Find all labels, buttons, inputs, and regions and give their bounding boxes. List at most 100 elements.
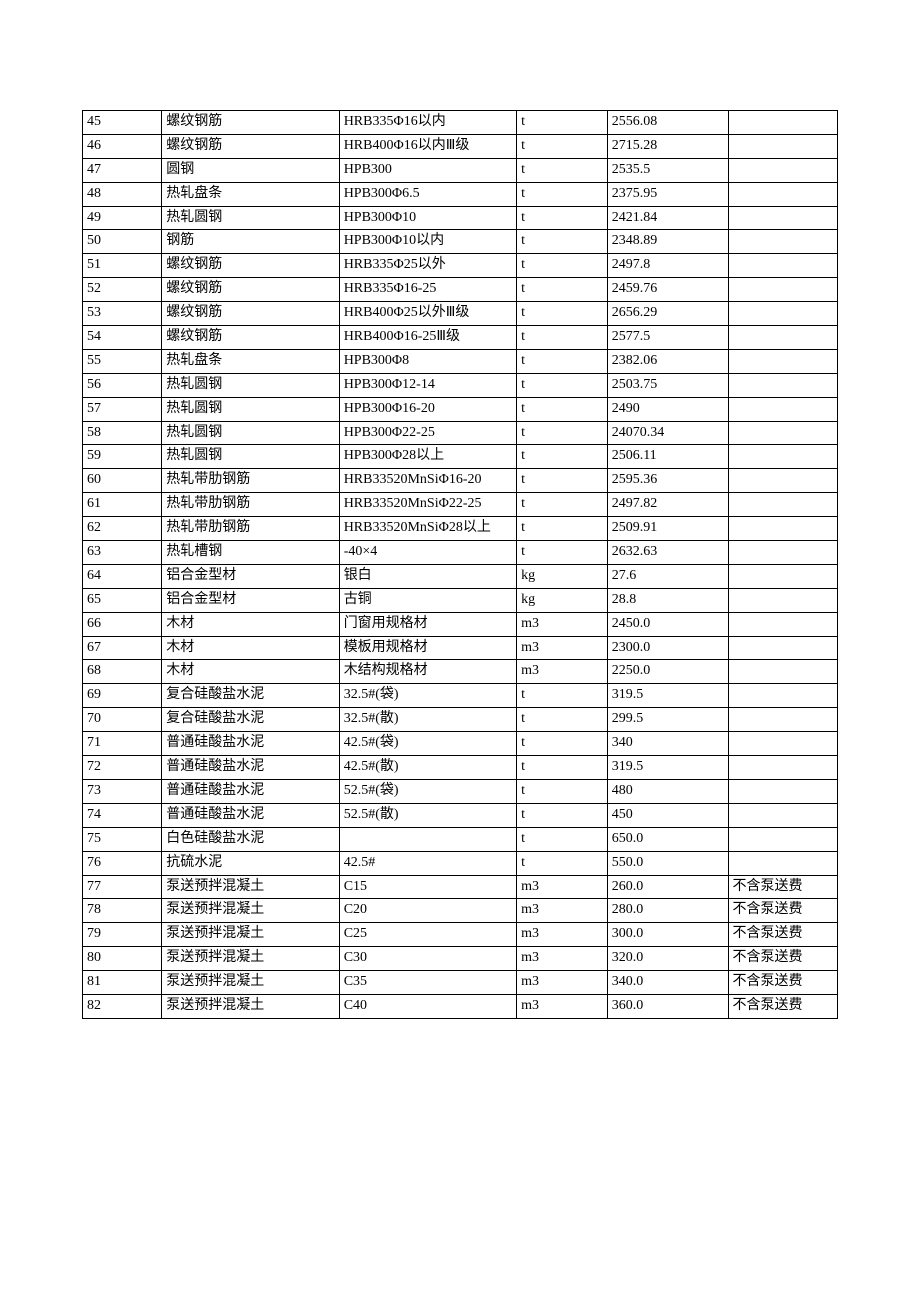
cell-unit: t bbox=[517, 111, 608, 135]
cell-idx: 80 bbox=[83, 947, 162, 971]
cell-price: 2375.95 bbox=[607, 182, 728, 206]
table-row: 74普通硅酸盐水泥52.5#(散)t450 bbox=[83, 803, 838, 827]
cell-unit: t bbox=[517, 254, 608, 278]
cell-name: 螺纹钢筋 bbox=[162, 302, 339, 326]
cell-idx: 49 bbox=[83, 206, 162, 230]
cell-spec: HPB300Φ10以内 bbox=[339, 230, 516, 254]
cell-spec: 古铜 bbox=[339, 588, 516, 612]
cell-unit: m3 bbox=[517, 923, 608, 947]
cell-price: 2421.84 bbox=[607, 206, 728, 230]
cell-note: 不含泵送费 bbox=[728, 875, 838, 899]
cell-unit: m3 bbox=[517, 971, 608, 995]
cell-name: 螺纹钢筋 bbox=[162, 134, 339, 158]
cell-unit: m3 bbox=[517, 612, 608, 636]
cell-unit: t bbox=[517, 803, 608, 827]
cell-name: 铝合金型材 bbox=[162, 564, 339, 588]
cell-unit: m3 bbox=[517, 899, 608, 923]
cell-price: 27.6 bbox=[607, 564, 728, 588]
table-row: 60热轧带肋钢筋HRB33520MnSiΦ16-20t2595.36 bbox=[83, 469, 838, 493]
cell-spec: C15 bbox=[339, 875, 516, 899]
cell-idx: 63 bbox=[83, 541, 162, 565]
cell-spec: C25 bbox=[339, 923, 516, 947]
cell-price: 650.0 bbox=[607, 827, 728, 851]
cell-idx: 46 bbox=[83, 134, 162, 158]
cell-spec: HPB300Φ12-14 bbox=[339, 373, 516, 397]
cell-note bbox=[728, 732, 838, 756]
cell-name: 泵送预拌混凝土 bbox=[162, 947, 339, 971]
cell-note bbox=[728, 206, 838, 230]
cell-note bbox=[728, 541, 838, 565]
cell-unit: t bbox=[517, 397, 608, 421]
cell-unit: m3 bbox=[517, 875, 608, 899]
table-row: 65铝合金型材古铜kg28.8 bbox=[83, 588, 838, 612]
cell-idx: 59 bbox=[83, 445, 162, 469]
cell-price: 2348.89 bbox=[607, 230, 728, 254]
cell-idx: 45 bbox=[83, 111, 162, 135]
table-row: 49热轧圆钢HPB300Φ10t2421.84 bbox=[83, 206, 838, 230]
table-row: 64铝合金型材银白kg27.6 bbox=[83, 564, 838, 588]
cell-price: 2506.11 bbox=[607, 445, 728, 469]
cell-note bbox=[728, 397, 838, 421]
cell-note bbox=[728, 517, 838, 541]
cell-spec: 52.5#(散) bbox=[339, 803, 516, 827]
cell-name: 普通硅酸盐水泥 bbox=[162, 779, 339, 803]
cell-spec: 木结构规格材 bbox=[339, 660, 516, 684]
cell-name: 热轧盘条 bbox=[162, 349, 339, 373]
cell-name: 钢筋 bbox=[162, 230, 339, 254]
cell-spec: HRB33520MnSiΦ22-25 bbox=[339, 493, 516, 517]
cell-name: 螺纹钢筋 bbox=[162, 254, 339, 278]
cell-spec: 32.5#(袋) bbox=[339, 684, 516, 708]
cell-spec: HRB400Φ16以内Ⅲ级 bbox=[339, 134, 516, 158]
cell-price: 2595.36 bbox=[607, 469, 728, 493]
cell-spec: 门窗用规格材 bbox=[339, 612, 516, 636]
cell-idx: 58 bbox=[83, 421, 162, 445]
table-row: 80泵送预拌混凝土C30m3320.0不含泵送费 bbox=[83, 947, 838, 971]
cell-name: 圆钢 bbox=[162, 158, 339, 182]
table-row: 70复合硅酸盐水泥32.5#(散)t299.5 bbox=[83, 708, 838, 732]
cell-name: 泵送预拌混凝土 bbox=[162, 923, 339, 947]
cell-name: 热轧带肋钢筋 bbox=[162, 493, 339, 517]
table-row: 72普通硅酸盐水泥42.5#(散)t319.5 bbox=[83, 756, 838, 780]
cell-spec: 42.5#(袋) bbox=[339, 732, 516, 756]
cell-note bbox=[728, 684, 838, 708]
cell-idx: 74 bbox=[83, 803, 162, 827]
cell-name: 热轧圆钢 bbox=[162, 397, 339, 421]
cell-name: 热轧带肋钢筋 bbox=[162, 517, 339, 541]
cell-idx: 65 bbox=[83, 588, 162, 612]
cell-idx: 62 bbox=[83, 517, 162, 541]
cell-note bbox=[728, 111, 838, 135]
cell-price: 2632.63 bbox=[607, 541, 728, 565]
cell-idx: 81 bbox=[83, 971, 162, 995]
cell-idx: 61 bbox=[83, 493, 162, 517]
cell-price: 2459.76 bbox=[607, 278, 728, 302]
cell-note bbox=[728, 421, 838, 445]
cell-unit: m3 bbox=[517, 994, 608, 1018]
cell-name: 复合硅酸盐水泥 bbox=[162, 708, 339, 732]
cell-note bbox=[728, 636, 838, 660]
cell-name: 泵送预拌混凝土 bbox=[162, 994, 339, 1018]
cell-unit: t bbox=[517, 445, 608, 469]
cell-idx: 75 bbox=[83, 827, 162, 851]
table-row: 62热轧带肋钢筋HRB33520MnSiΦ28以上t2509.91 bbox=[83, 517, 838, 541]
cell-price: 2450.0 bbox=[607, 612, 728, 636]
cell-idx: 60 bbox=[83, 469, 162, 493]
cell-spec bbox=[339, 827, 516, 851]
cell-unit: t bbox=[517, 278, 608, 302]
cell-unit: m3 bbox=[517, 660, 608, 684]
cell-unit: t bbox=[517, 469, 608, 493]
table-row: 82泵送预拌混凝土C40m3360.0不含泵送费 bbox=[83, 994, 838, 1018]
cell-idx: 54 bbox=[83, 326, 162, 350]
cell-unit: t bbox=[517, 708, 608, 732]
cell-idx: 67 bbox=[83, 636, 162, 660]
cell-note bbox=[728, 660, 838, 684]
cell-unit: m3 bbox=[517, 947, 608, 971]
table-row: 79泵送预拌混凝土C25m3300.0不含泵送费 bbox=[83, 923, 838, 947]
cell-price: 2656.29 bbox=[607, 302, 728, 326]
cell-price: 2250.0 bbox=[607, 660, 728, 684]
table-row: 77泵送预拌混凝土C15m3260.0不含泵送费 bbox=[83, 875, 838, 899]
cell-price: 2556.08 bbox=[607, 111, 728, 135]
cell-idx: 64 bbox=[83, 564, 162, 588]
cell-name: 热轧带肋钢筋 bbox=[162, 469, 339, 493]
cell-name: 热轧圆钢 bbox=[162, 445, 339, 469]
table-row: 48热轧盘条HPB300Φ6.5t2375.95 bbox=[83, 182, 838, 206]
